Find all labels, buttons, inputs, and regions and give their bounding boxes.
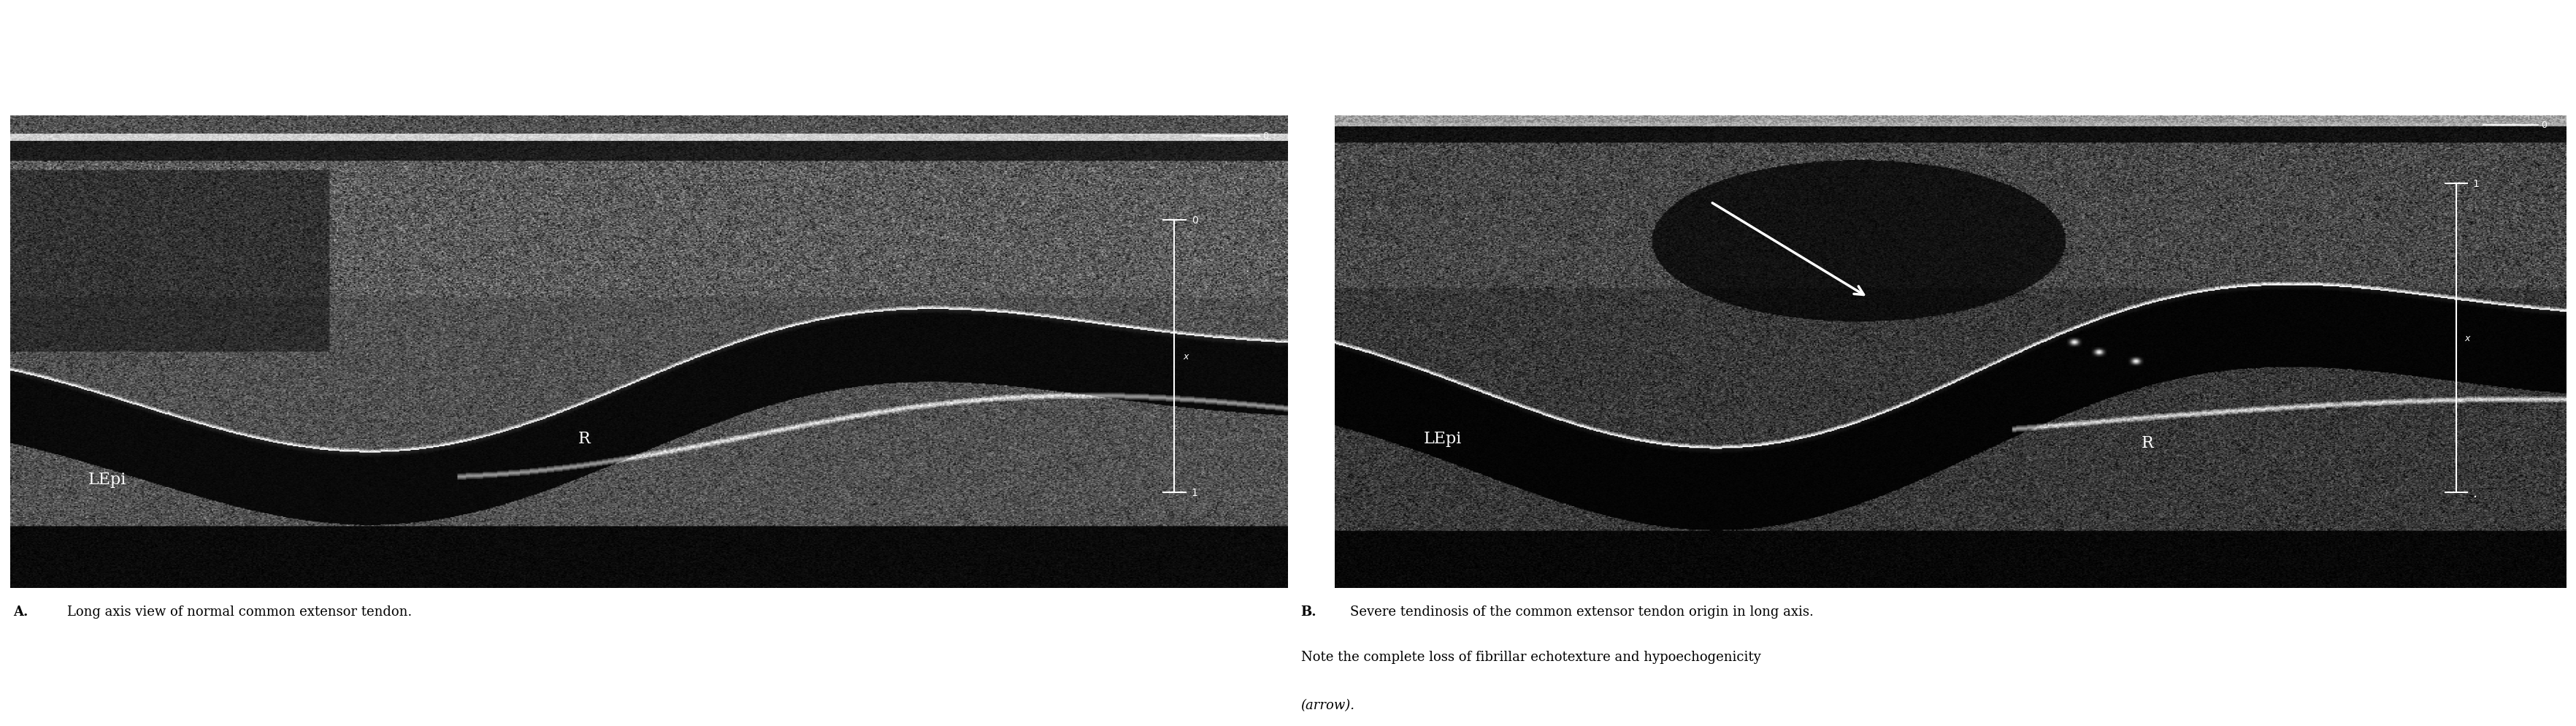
Text: 0: 0 xyxy=(1262,131,1267,141)
Text: LEpi: LEpi xyxy=(88,471,126,487)
Text: R: R xyxy=(577,431,590,446)
Text: LEpi: LEpi xyxy=(1425,431,1461,446)
Text: R: R xyxy=(2141,435,2154,451)
Text: 1: 1 xyxy=(2473,179,2478,189)
Text: 0: 0 xyxy=(2540,121,2548,130)
Text: 1: 1 xyxy=(1193,488,1198,498)
Text: Note the complete loss of fibrillar echotexture and hypoechogenicity: Note the complete loss of fibrillar echo… xyxy=(1301,650,1762,664)
Text: .: . xyxy=(2473,486,2478,499)
Text: x: x xyxy=(2465,334,2470,343)
Text: Long axis view of normal common extensor tendon.: Long axis view of normal common extensor… xyxy=(67,605,412,618)
Text: A.: A. xyxy=(13,605,28,618)
Text: Severe tendinosis of the common extensor tendon origin in long axis.: Severe tendinosis of the common extensor… xyxy=(1350,605,1814,618)
Text: B.: B. xyxy=(1301,605,1316,618)
Text: 0: 0 xyxy=(1193,216,1198,226)
Text: (arrow).: (arrow). xyxy=(1301,698,1355,711)
Text: x: x xyxy=(1182,352,1188,362)
